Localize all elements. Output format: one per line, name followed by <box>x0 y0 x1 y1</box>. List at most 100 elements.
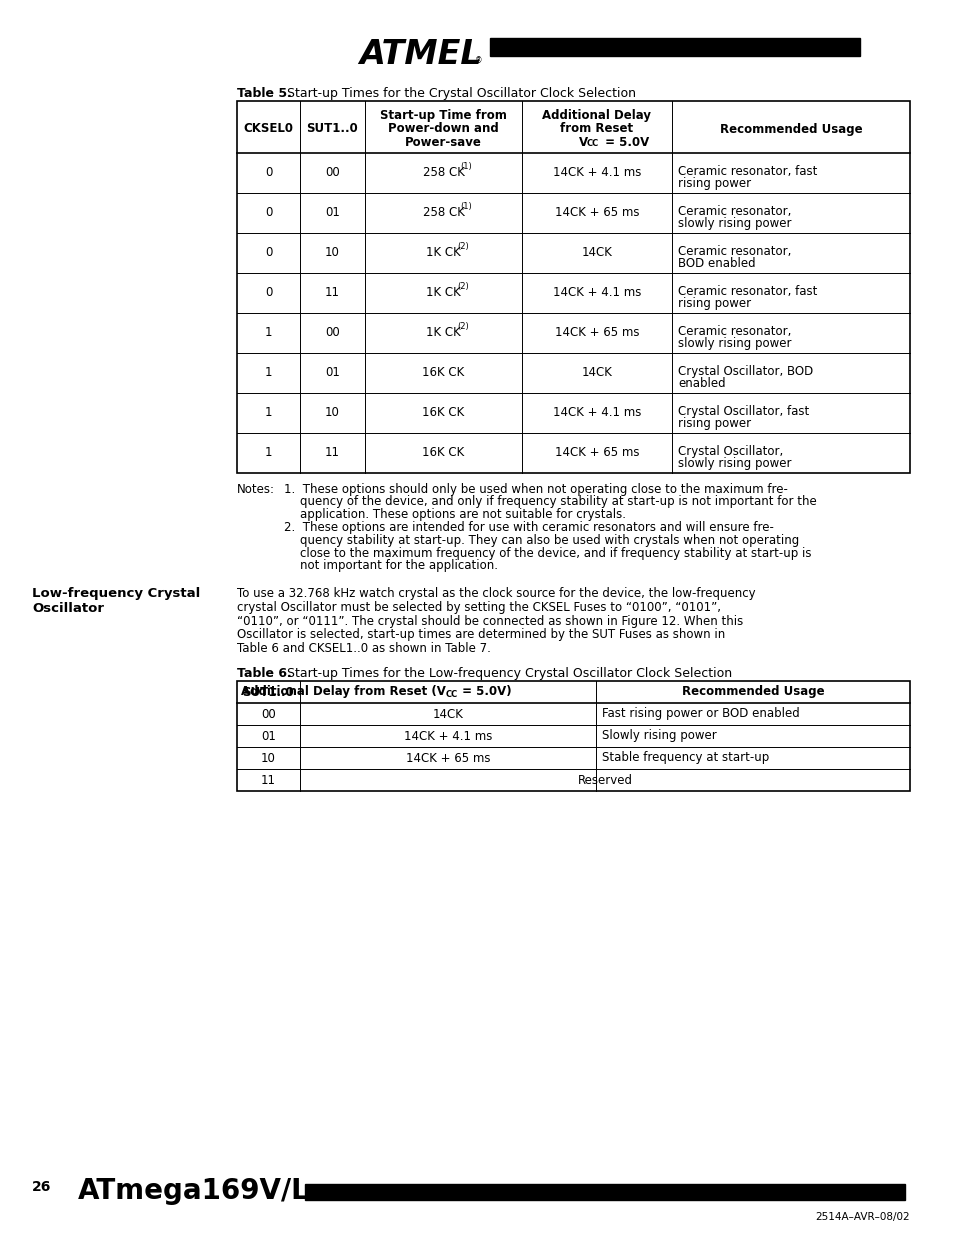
Text: 16K CK: 16K CK <box>422 367 464 379</box>
Bar <box>490 38 859 56</box>
Text: Table 6.: Table 6. <box>236 667 292 680</box>
Text: Power-save: Power-save <box>405 136 481 148</box>
Text: slowly rising power: slowly rising power <box>678 217 791 230</box>
Text: Power-down and: Power-down and <box>388 122 498 136</box>
Text: Start-up Times for the Low-frequency Crystal Oscillator Clock Selection: Start-up Times for the Low-frequency Cry… <box>278 667 731 680</box>
Text: 0: 0 <box>265 247 272 259</box>
Text: Table 6 and CKSEL1..0 as shown in Table 7.: Table 6 and CKSEL1..0 as shown in Table … <box>236 641 491 655</box>
Text: Start-up Time from: Start-up Time from <box>379 110 506 122</box>
Text: slowly rising power: slowly rising power <box>678 457 791 471</box>
Text: 11: 11 <box>325 447 339 459</box>
Text: from Reset: from Reset <box>559 122 633 136</box>
Text: 1K CK: 1K CK <box>426 247 460 259</box>
Text: 14CK + 65 ms: 14CK + 65 ms <box>554 326 639 340</box>
Text: Additional Delay from Reset (V: Additional Delay from Reset (V <box>241 685 446 699</box>
Text: 11: 11 <box>261 773 275 787</box>
Text: Slowly rising power: Slowly rising power <box>601 730 716 742</box>
Text: Recommended Usage: Recommended Usage <box>681 685 823 699</box>
Text: 16K CK: 16K CK <box>422 406 464 420</box>
Bar <box>305 1184 904 1200</box>
Text: 2.  These options are intended for use with ceramic resonators and will ensure f: 2. These options are intended for use wi… <box>284 521 773 535</box>
Text: 10: 10 <box>325 247 339 259</box>
Text: Reserved: Reserved <box>577 773 632 787</box>
Text: Crystal Oscillator, BOD: Crystal Oscillator, BOD <box>678 366 812 378</box>
Text: Ceramic resonator, fast: Ceramic resonator, fast <box>678 165 817 178</box>
Text: (2): (2) <box>457 242 469 252</box>
Text: 26: 26 <box>32 1179 51 1194</box>
Text: 1: 1 <box>265 447 272 459</box>
Text: Crystal Oscillator, fast: Crystal Oscillator, fast <box>678 405 808 417</box>
Text: (1): (1) <box>459 163 472 172</box>
Text: ®: ® <box>475 56 482 65</box>
Text: crystal Oscillator must be selected by setting the CKSEL Fuses to “0100”, “0101”: crystal Oscillator must be selected by s… <box>236 601 720 614</box>
Text: 16K CK: 16K CK <box>422 447 464 459</box>
Text: Ceramic resonator, fast: Ceramic resonator, fast <box>678 285 817 298</box>
Text: quency of the device, and only if frequency stability at start-up is not importa: quency of the device, and only if freque… <box>299 495 816 509</box>
Text: 14CK: 14CK <box>432 708 463 720</box>
Text: Fast rising power or BOD enabled: Fast rising power or BOD enabled <box>601 708 799 720</box>
Text: slowly rising power: slowly rising power <box>678 337 791 350</box>
Text: Low-frequency Crystal: Low-frequency Crystal <box>32 588 200 600</box>
Text: (2): (2) <box>457 283 469 291</box>
Text: Crystal Oscillator,: Crystal Oscillator, <box>678 445 782 458</box>
Text: 14CK + 65 ms: 14CK + 65 ms <box>554 206 639 220</box>
Text: application. These options are not suitable for crystals.: application. These options are not suita… <box>299 508 625 521</box>
Text: Ceramic resonator,: Ceramic resonator, <box>678 205 791 219</box>
Text: 10: 10 <box>261 752 275 764</box>
Text: 10: 10 <box>325 406 339 420</box>
Text: Table 5.: Table 5. <box>236 86 292 100</box>
Text: 14CK + 4.1 ms: 14CK + 4.1 ms <box>403 730 492 742</box>
Text: V: V <box>578 136 587 148</box>
Text: enabled: enabled <box>678 377 725 390</box>
Text: 258 CK: 258 CK <box>422 167 464 179</box>
Text: 14CK + 4.1 ms: 14CK + 4.1 ms <box>552 167 640 179</box>
Text: Additional Delay: Additional Delay <box>542 110 651 122</box>
Text: 00: 00 <box>261 708 275 720</box>
Text: 14CK + 4.1 ms: 14CK + 4.1 ms <box>552 287 640 300</box>
Text: 0: 0 <box>265 287 272 300</box>
Text: 11: 11 <box>325 287 339 300</box>
Text: 14CK: 14CK <box>581 247 612 259</box>
Text: close to the maximum frequency of the device, and if frequency stability at star: close to the maximum frequency of the de… <box>299 547 811 559</box>
Text: 01: 01 <box>261 730 275 742</box>
Text: Stable frequency at start-up: Stable frequency at start-up <box>601 752 768 764</box>
Text: Notes:: Notes: <box>236 483 274 496</box>
Text: quency stability at start-up. They can also be used with crystals when not opera: quency stability at start-up. They can a… <box>299 534 799 547</box>
Text: Oscillator is selected, start-up times are determined by the SUT Fuses as shown : Oscillator is selected, start-up times a… <box>236 629 724 641</box>
Text: 00: 00 <box>325 167 339 179</box>
Text: = 5.0V: = 5.0V <box>600 136 649 148</box>
Text: not important for the application.: not important for the application. <box>299 559 497 572</box>
Text: CKSEL0: CKSEL0 <box>243 122 294 136</box>
Text: Oscillator: Oscillator <box>32 603 104 615</box>
Text: 1: 1 <box>265 367 272 379</box>
Text: 14CK: 14CK <box>581 367 612 379</box>
Text: 14CK + 65 ms: 14CK + 65 ms <box>405 752 490 764</box>
Text: 0: 0 <box>265 206 272 220</box>
Text: CC: CC <box>586 138 598 147</box>
Text: To use a 32.768 kHz watch crystal as the clock source for the device, the low-fr: To use a 32.768 kHz watch crystal as the… <box>236 588 755 600</box>
Text: ATmega169V/L: ATmega169V/L <box>78 1177 310 1205</box>
Text: SUT1..0: SUT1..0 <box>306 122 358 136</box>
Text: (2): (2) <box>457 322 469 331</box>
Text: ATMEL: ATMEL <box>358 38 481 72</box>
Text: Start-up Times for the Crystal Oscillator Clock Selection: Start-up Times for the Crystal Oscillato… <box>278 86 636 100</box>
Bar <box>236 680 909 790</box>
Text: 1K CK: 1K CK <box>426 326 460 340</box>
Text: 01: 01 <box>325 206 339 220</box>
Text: 1.  These options should only be used when not operating close to the maximum fr: 1. These options should only be used whe… <box>284 483 787 496</box>
Text: BOD enabled: BOD enabled <box>678 257 755 270</box>
Text: 14CK + 4.1 ms: 14CK + 4.1 ms <box>552 406 640 420</box>
Text: (1): (1) <box>459 203 472 211</box>
Text: Ceramic resonator,: Ceramic resonator, <box>678 325 791 338</box>
Text: SUT1..0: SUT1..0 <box>242 685 294 699</box>
Text: “0110”, or “0111”. The crystal should be connected as shown in Figure 12. When t: “0110”, or “0111”. The crystal should be… <box>236 615 742 627</box>
Text: Ceramic resonator,: Ceramic resonator, <box>678 245 791 258</box>
Text: CC: CC <box>446 690 457 699</box>
Text: 01: 01 <box>325 367 339 379</box>
Text: 00: 00 <box>325 326 339 340</box>
Text: 1: 1 <box>265 406 272 420</box>
Text: 1K CK: 1K CK <box>426 287 460 300</box>
Text: rising power: rising power <box>678 417 750 430</box>
Text: rising power: rising power <box>678 296 750 310</box>
Text: 258 CK: 258 CK <box>422 206 464 220</box>
